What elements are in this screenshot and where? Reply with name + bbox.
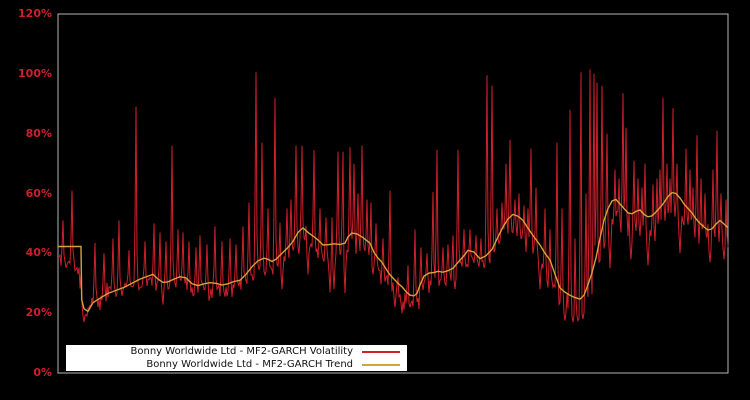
volatility-line-swatch [362, 350, 400, 353]
trend-series-line [58, 191, 729, 313]
legend-label-trend: Bonny Worldwide Ltd - MF2-GARCH Trend [146, 359, 353, 370]
legend-label-volatility: Bonny Worldwide Ltd - MF2-GARCH Volatili… [130, 346, 353, 357]
legend: Bonny Worldwide Ltd - MF2-GARCH Volatili… [66, 345, 407, 371]
legend-item-trend: Bonny Worldwide Ltd - MF2-GARCH Trend [66, 358, 407, 371]
y-axis-tick-label: 60% [25, 186, 52, 200]
legend-item-volatility: Bonny Worldwide Ltd - MF2-GARCH Volatili… [66, 345, 407, 358]
y-axis-tick-label: 100% [18, 66, 52, 80]
y-axis-tick-label: 20% [25, 306, 52, 320]
trend-line-swatch [362, 363, 400, 366]
plot-area-border [57, 13, 729, 374]
y-axis-tick-label: 0% [33, 366, 52, 379]
y-axis-tick-label: 80% [25, 126, 52, 140]
volatility-series-line [57, 69, 729, 323]
y-axis-tick-label: 120% [18, 7, 52, 20]
y-axis-tick-label: 40% [25, 246, 52, 260]
